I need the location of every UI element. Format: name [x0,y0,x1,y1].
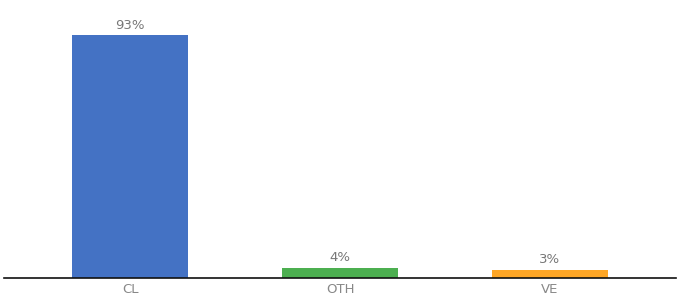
Text: 3%: 3% [539,253,560,266]
Bar [282,268,398,278]
Text: 93%: 93% [116,19,145,32]
Bar [72,35,188,278]
Bar [492,270,608,278]
Text: 4%: 4% [330,250,350,264]
